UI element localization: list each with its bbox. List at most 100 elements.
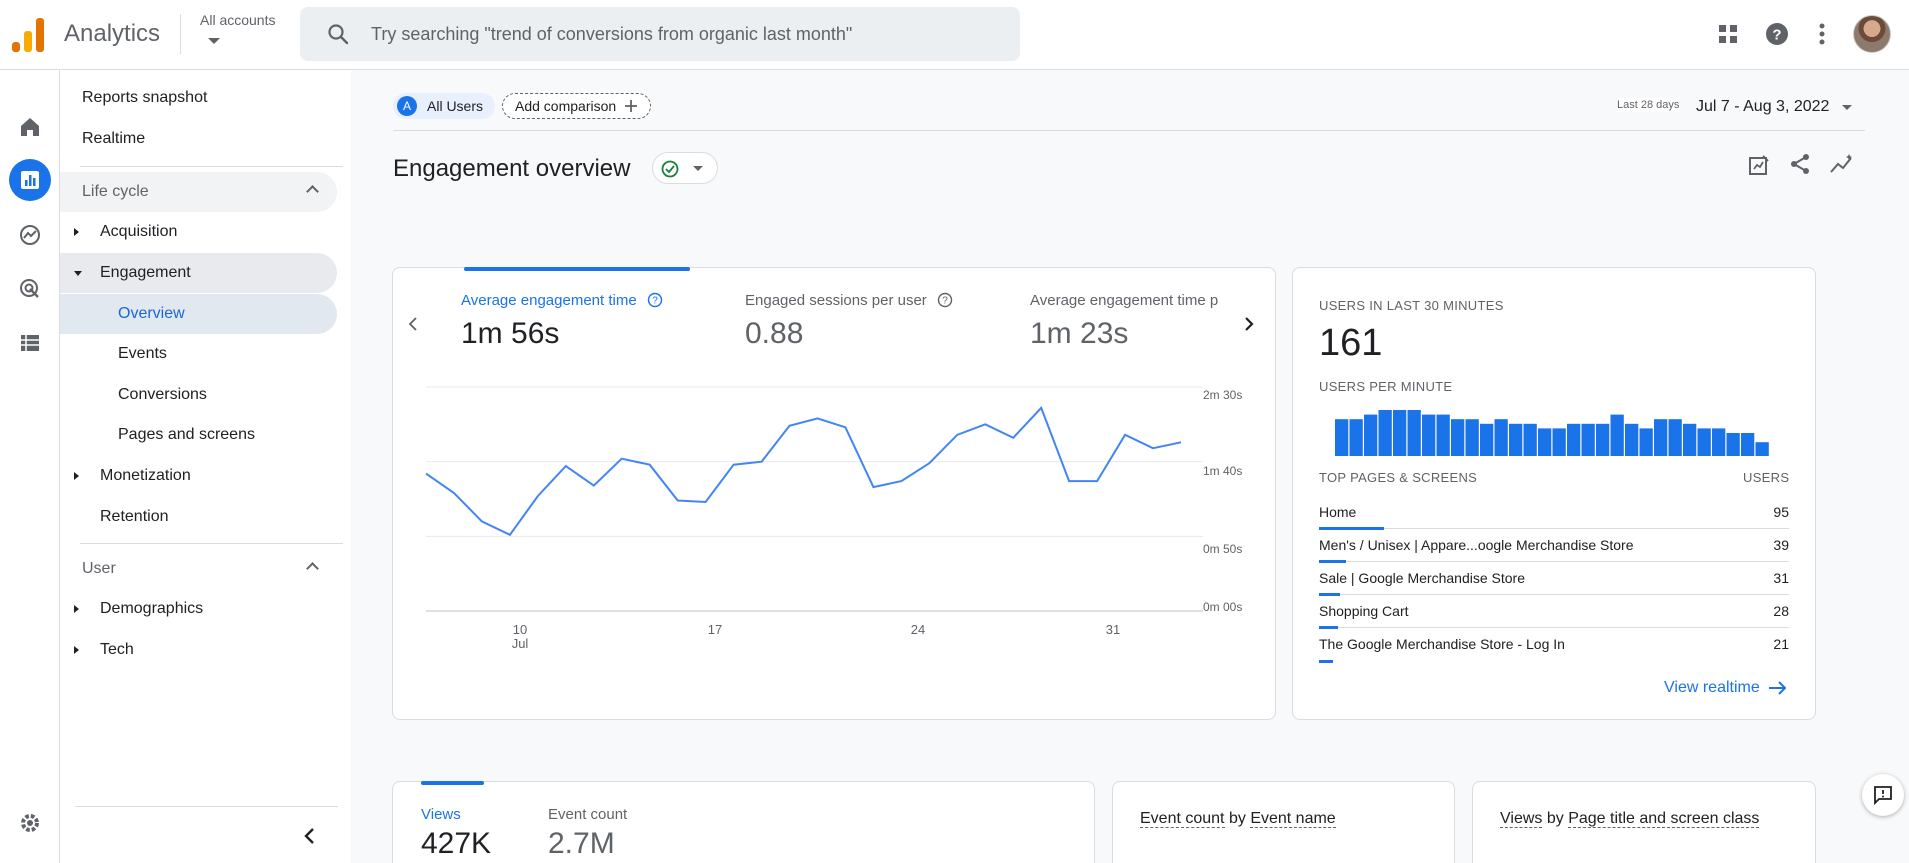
minute-bar[interactable] [1567,423,1581,456]
minute-bar[interactable] [1378,410,1392,456]
minute-bar[interactable] [1625,423,1639,456]
configure-list-icon[interactable] [9,322,51,364]
nav-demographics[interactable]: Demographics [60,589,337,629]
minute-bar[interactable] [1654,419,1668,456]
nav-retention[interactable]: Retention [60,497,337,537]
analytics-logo-icon[interactable] [12,16,46,52]
nav-monetization[interactable]: Monetization [60,456,337,496]
feedback-icon [1874,786,1892,806]
share-icon[interactable] [1788,152,1812,176]
nav-section-user[interactable]: User [60,549,337,589]
account-dropdown-icon[interactable] [208,38,220,44]
realtime-title: USERS IN LAST 30 MINUTES [1319,298,1504,313]
top-pages-header: TOP PAGES & SCREENS [1319,470,1478,485]
chevron-left-icon[interactable] [405,316,421,332]
table-row[interactable]: Shopping Cart 28 [1319,595,1789,629]
metric-label: Event count [548,806,628,823]
apps-grid-icon[interactable] [1714,20,1742,48]
nav-realtime[interactable]: Realtime [60,119,337,159]
minute-bar[interactable] [1465,419,1479,456]
minute-bar[interactable] [1741,433,1755,456]
nav-overview[interactable]: Overview [60,294,337,334]
comparison-chip-all-users[interactable]: A All Users [393,93,496,119]
help-outline-icon[interactable]: ? [647,292,663,308]
table-row[interactable]: Sale | Google Merchandise Store 31 [1319,562,1789,596]
nav-engagement[interactable]: Engagement [60,253,337,293]
date-range-picker[interactable]: Jul 7 - Aug 3, 2022 [1696,98,1830,115]
explore-icon[interactable] [9,214,51,256]
minute-bar[interactable] [1668,419,1682,456]
metric-tab-views[interactable]: Views 427K [421,806,491,861]
minute-bar[interactable] [1480,423,1494,456]
advertising-icon[interactable] [9,268,51,310]
minute-bar[interactable] [1726,433,1740,456]
minute-bar[interactable] [1712,428,1726,456]
collapse-nav-chevron-icon[interactable] [300,826,320,846]
table-row[interactable]: Home 95 [1319,496,1789,530]
minute-bar[interactable] [1683,423,1697,456]
table-row[interactable]: Men's / Unisex | Appare...oogle Merchand… [1319,529,1789,563]
minute-bar[interactable] [1407,410,1421,456]
date-dropdown-icon[interactable] [1842,105,1852,110]
metric-tab-avg-engagement-time-per-session[interactable]: Average engagement time p 1m 23s [1030,292,1240,351]
chevron-right-icon[interactable] [1241,316,1257,332]
minute-bar[interactable] [1364,414,1378,456]
engagement-line-chart [425,386,1203,612]
report-status-dropdown[interactable] [652,152,718,184]
search-bar[interactable]: Try searching "trend of conversions from… [300,7,1020,61]
more-vert-icon[interactable] [1808,20,1836,48]
minute-bar[interactable] [1552,428,1566,456]
settings-gear-icon[interactable] [9,802,51,844]
minute-bar[interactable] [1349,419,1363,456]
nav-events[interactable]: Events [60,334,337,374]
minute-bar[interactable] [1581,423,1595,456]
minute-bar[interactable] [1393,410,1407,456]
dimension-selector[interactable]: Page title and screen class [1568,810,1760,828]
nav-reports-snapshot[interactable]: Reports snapshot [60,78,337,118]
nav-acquisition[interactable]: Acquisition [60,212,337,252]
help-outline-icon[interactable]: ? [937,292,953,308]
minute-bar[interactable] [1494,419,1508,456]
metric-selector[interactable]: Views [1500,810,1543,828]
metric-tab-avg-engagement-time[interactable]: Average engagement time ? 1m 56s [461,292,663,351]
account-avatar[interactable] [1853,15,1891,53]
series-line[interactable] [425,406,1182,537]
nav-pages-and-screens[interactable]: Pages and screens [60,415,337,455]
search-placeholder[interactable]: Try searching "trend of conversions from… [371,24,853,44]
search-icon [328,24,349,45]
metric-selector[interactable]: Event count [1140,810,1225,828]
reports-icon[interactable] [9,159,51,201]
minute-bar[interactable] [1509,423,1523,456]
table-row[interactable]: The Google Merchandise Store - Log In 21 [1319,628,1789,663]
minute-bar[interactable] [1596,423,1610,456]
account-selector[interactable]: All accounts [200,12,276,28]
view-realtime-link[interactable]: View realtime [1664,679,1788,697]
nav-section-life-cycle[interactable]: Life cycle [60,172,337,212]
minute-bar[interactable] [1335,419,1349,456]
minute-bar[interactable] [1610,414,1624,456]
home-icon[interactable] [9,106,51,148]
metric-value: 1m 23s [1030,317,1129,350]
feedback-button[interactable] [1862,774,1904,816]
app-title[interactable]: Analytics [64,20,161,47]
minute-bar[interactable] [1639,428,1653,456]
metric-tab-engaged-sessions[interactable]: Engaged sessions per user ? 0.88 [745,292,953,351]
arrow-right-icon [1768,681,1787,695]
customize-report-icon[interactable] [1747,153,1771,177]
add-comparison-button[interactable]: Add comparison [502,93,652,119]
minute-bar[interactable] [1436,414,1450,456]
nav-tech[interactable]: Tech [60,630,337,670]
minute-bar[interactable] [1697,428,1711,456]
page-users: 21 [1773,636,1789,652]
metric-tab-event-count[interactable]: Event count 2.7M [548,806,627,861]
card-title: Event count by Event name [1140,810,1336,828]
minute-bar[interactable] [1422,414,1436,456]
minute-bar[interactable] [1523,423,1537,456]
help-icon[interactable]: ? [1763,20,1791,48]
nav-conversions[interactable]: Conversions [60,375,337,415]
minute-bar[interactable] [1451,419,1465,456]
dimension-selector[interactable]: Event name [1250,810,1336,828]
insights-icon[interactable] [1829,152,1855,176]
minute-bar[interactable] [1538,428,1552,456]
minute-bar[interactable] [1755,442,1769,456]
